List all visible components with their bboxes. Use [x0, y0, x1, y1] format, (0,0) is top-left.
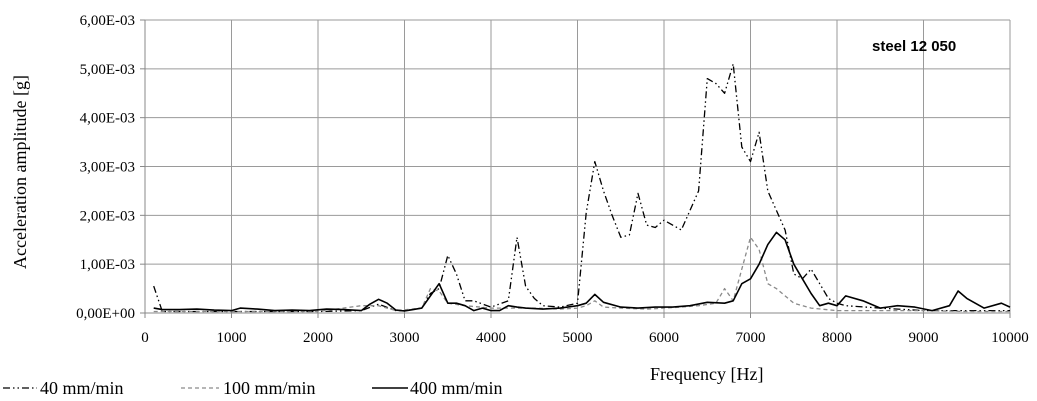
- legend-label-series-2: 400 mm/min: [410, 378, 503, 398]
- x-tick-label: 0: [141, 330, 149, 346]
- x-tick-label: 7000: [736, 330, 766, 346]
- chart-annotation: steel 12 050: [872, 38, 956, 55]
- y-tick-label: 3,00E-03: [80, 160, 135, 176]
- y-tick-label: 1,00E-03: [80, 257, 135, 273]
- x-axis-label: Frequency [Hz]: [650, 364, 763, 384]
- x-tick-label: 3000: [390, 330, 420, 346]
- series-line-2: [153, 231, 1011, 312]
- legend-label-series-1: 100 mm/min: [223, 378, 316, 398]
- series-line-0: [153, 63, 1010, 313]
- x-tick-label: 4000: [476, 330, 506, 346]
- series-line-1: [153, 236, 1010, 313]
- y-tick-label: 2,00E-03: [80, 208, 135, 224]
- y-tick-label: 4,00E-03: [80, 111, 135, 127]
- x-tick-label: 6000: [649, 330, 679, 346]
- x-tick-label: 10000: [991, 330, 1029, 346]
- x-tick-label: 2000: [303, 330, 333, 346]
- legend-label-series-0: 40 mm/min: [40, 378, 124, 398]
- y-tick-label: 6,00E-03: [80, 13, 135, 29]
- legend-item-series-0: 40 mm/min: [3, 378, 124, 398]
- x-tick-label: 1000: [217, 330, 247, 346]
- x-tick-label: 5000: [563, 330, 593, 346]
- legend-item-series-2: 400 mm/min: [372, 378, 503, 398]
- y-axis-label: Acceleration amplitude [g]: [10, 75, 30, 269]
- y-tick-label: 5,00E-03: [80, 62, 135, 78]
- legend-item-series-1: 100 mm/min: [181, 378, 316, 398]
- y-tick-label: 0,00E+00: [76, 306, 135, 322]
- legend: 40 mm/min 100 mm/min 400 mm/min: [3, 378, 503, 398]
- x-tick-label: 9000: [909, 330, 939, 346]
- x-tick-label: 8000: [822, 330, 852, 346]
